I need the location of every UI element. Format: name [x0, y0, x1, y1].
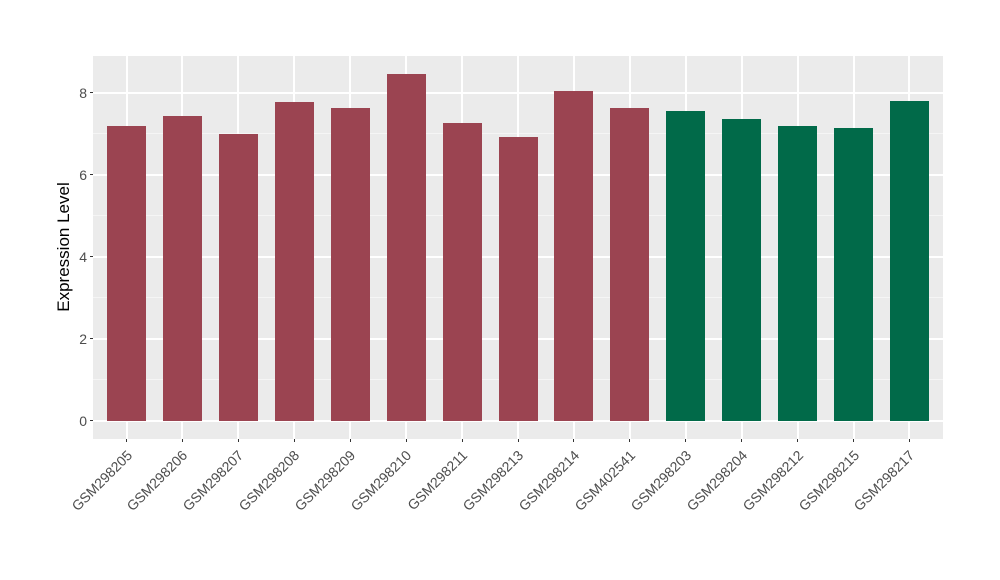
x-tick-mark [908, 439, 910, 442]
bar-GSM298209 [330, 108, 370, 421]
bar-GSM298215 [834, 128, 874, 421]
x-tick-label: GSM298204 [683, 447, 750, 514]
x-tick-mark [293, 439, 295, 442]
bar-GSM298211 [442, 123, 482, 421]
x-tick-label: GSM402541 [571, 447, 639, 514]
x-tick-mark [181, 439, 183, 442]
x-tick-mark [685, 439, 687, 442]
x-tick-label: GSM298217 [850, 447, 918, 514]
bar-GSM298207 [218, 133, 258, 421]
x-tick-label: GSM298215 [794, 447, 862, 514]
x-tick-mark [797, 439, 799, 442]
x-tick-mark [461, 439, 463, 442]
x-tick-label: GSM298207 [179, 447, 247, 514]
y-tick-label: 8 [79, 84, 87, 101]
x-tick-label: GSM298211 [404, 447, 471, 514]
x-tick-label: GSM298206 [123, 447, 191, 514]
bar-GSM402541 [610, 108, 650, 421]
x-tick-label: GSM298214 [515, 447, 583, 514]
bar-GSM298217 [889, 100, 929, 421]
y-tick-label: 4 [79, 248, 87, 265]
bar-GSM298203 [666, 110, 706, 421]
y-tick-label: 2 [79, 330, 87, 347]
x-tick-label: GSM298213 [459, 447, 527, 514]
x-tick-mark [741, 439, 743, 442]
y-tick-mark [90, 420, 93, 422]
y-tick-mark [90, 174, 93, 176]
x-tick-label: GSM298212 [739, 447, 806, 514]
bar-GSM298208 [274, 101, 314, 421]
bar-GSM298206 [162, 115, 202, 421]
y-axis-title: Expression Level [54, 182, 73, 312]
y-tick-mark [90, 256, 93, 258]
y-tick-mark [90, 92, 93, 94]
x-tick-mark [853, 439, 855, 442]
y-tick-label: 0 [79, 412, 87, 429]
bar-GSM298205 [107, 125, 147, 421]
x-tick-mark [349, 439, 351, 442]
x-tick-mark [237, 439, 239, 442]
x-tick-mark [405, 439, 407, 442]
x-tick-mark [517, 439, 519, 442]
x-tick-mark [573, 439, 575, 442]
bar-GSM298210 [386, 74, 426, 421]
x-tick-mark [126, 439, 128, 442]
plot-panel [93, 56, 943, 439]
x-tick-label: GSM298209 [291, 447, 359, 514]
bar-GSM298214 [554, 90, 594, 421]
bar-GSM298212 [778, 126, 818, 421]
x-tick-label: GSM298203 [627, 447, 695, 514]
bar-GSM298213 [498, 136, 538, 421]
x-tick-label: GSM298210 [347, 447, 415, 514]
y-tick-label: 6 [79, 166, 87, 183]
x-tick-label: GSM298205 [67, 447, 135, 514]
x-tick-label: GSM298208 [235, 447, 303, 514]
y-tick-mark [90, 338, 93, 340]
bar-GSM298204 [722, 118, 762, 421]
x-tick-mark [629, 439, 631, 442]
